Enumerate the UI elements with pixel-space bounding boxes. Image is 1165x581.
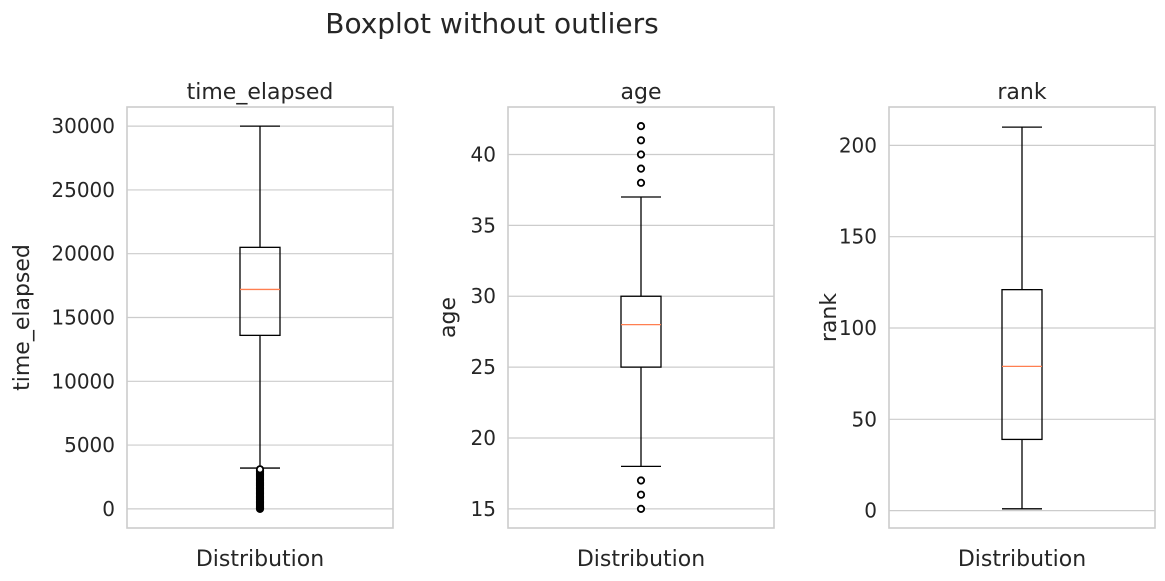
y-axis-label: time_elapsed — [10, 244, 35, 391]
y-tick-label: 40 — [471, 142, 496, 166]
y-tick-label: 10000 — [51, 369, 115, 393]
y-tick-label: 100 — [839, 316, 877, 340]
outlier-point — [636, 136, 646, 145]
outlier-point — [636, 178, 646, 187]
iqr-box — [239, 246, 281, 337]
y-axis-label: rank — [817, 293, 842, 342]
iqr-box — [620, 295, 662, 368]
y-tick-label: 150 — [839, 225, 877, 249]
y-axis-label: age — [436, 297, 461, 338]
y-tick-label: 25000 — [51, 178, 115, 202]
y-tick-label: 0 — [102, 497, 115, 521]
outlier-point — [636, 490, 646, 499]
subplot-title: age — [621, 80, 662, 105]
axes-frame — [888, 106, 1156, 529]
outlier-point — [636, 476, 646, 485]
x-axis-label: Distribution — [958, 547, 1086, 572]
y-tick-label: 5000 — [64, 433, 115, 457]
outlier-point — [636, 122, 646, 131]
x-axis-label: Distribution — [196, 547, 324, 572]
y-tick-label: 20000 — [51, 242, 115, 266]
y-tick-label: 0 — [864, 499, 877, 523]
figure-title: Boxplot without outliers — [325, 7, 659, 40]
outlier-point — [636, 504, 646, 513]
subplot-1: 0 5000 10000 15000 20000 25000 30000 time_elaps… — [10, 80, 394, 572]
y-tick-label: 15000 — [51, 306, 115, 330]
iqr-box — [1001, 288, 1043, 441]
axes-frame — [507, 106, 775, 529]
y-tick-label: 35 — [471, 213, 496, 237]
y-tick-label: 20 — [471, 426, 496, 450]
y-tick-label: 30000 — [51, 114, 115, 138]
y-tick-label: 50 — [852, 407, 877, 431]
subplot-3: 0 50 100 150 200 rank Distribution rank — [817, 80, 1156, 572]
outlier-point — [636, 164, 646, 173]
outlier-point — [636, 150, 646, 159]
y-tick-label: 200 — [839, 133, 877, 157]
y-tick-label: 15 — [471, 497, 496, 521]
subplot-2: 15 20 25 30 35 40 age Distribution age — [436, 80, 775, 572]
outlier-point — [255, 465, 265, 474]
axes-frame — [126, 106, 394, 529]
x-axis-label: Distribution — [577, 547, 705, 572]
y-tick-label: 25 — [471, 355, 496, 379]
y-tick-label: 30 — [471, 284, 496, 308]
subplot-title: time_elapsed — [187, 80, 334, 105]
subplot-title: rank — [997, 80, 1046, 105]
